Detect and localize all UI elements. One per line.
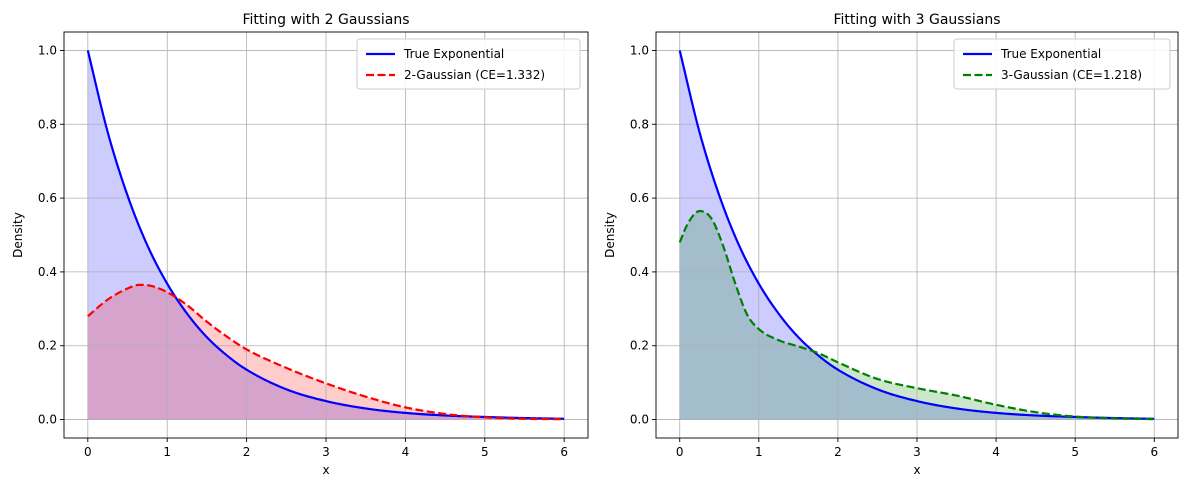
right-xtick-label-4: 4 bbox=[992, 445, 1000, 459]
right-xtick-label-0: 0 bbox=[676, 445, 684, 459]
left-fill-series-0 bbox=[87, 50, 565, 420]
right-ytick-label-5: 1.0 bbox=[630, 43, 649, 57]
right-line-series-1 bbox=[678, 209, 1155, 421]
left-ytick-label-1: 0.2 bbox=[38, 339, 57, 353]
right-legend: True Exponential 3-Gaussian (CE=1.218) bbox=[953, 38, 1171, 90]
right-xtick-label-3: 3 bbox=[913, 445, 921, 459]
left-y-axis-label: Density bbox=[11, 212, 25, 258]
left-xtick-label-0: 0 bbox=[84, 445, 92, 459]
right-ytick-label-1: 0.2 bbox=[630, 339, 649, 353]
left-fill-series-1 bbox=[87, 284, 565, 420]
right-ytick-label-2: 0.4 bbox=[630, 265, 649, 279]
right-fill-series-0 bbox=[679, 50, 1155, 420]
right-ytick-label-3: 0.6 bbox=[630, 191, 649, 205]
left-ytick-label-4: 0.8 bbox=[38, 117, 57, 131]
right-xtick-label-2: 2 bbox=[834, 445, 842, 459]
right-legend-box bbox=[953, 38, 1171, 90]
left-x-axis-label: x bbox=[322, 463, 329, 477]
left-legend-box bbox=[356, 38, 581, 90]
right-xtick-label-6: 6 bbox=[1150, 445, 1158, 459]
left-xtick-label-3: 3 bbox=[322, 445, 330, 459]
left-legend-label-1: 2-Gaussian (CE=1.332) bbox=[404, 68, 545, 82]
left-ytick-label-2: 0.4 bbox=[38, 265, 57, 279]
left-plot-panel: 0 1 2 3 4 5 6 0.0 0.2 0.4 0.6 0.8 1.0 Fitting with 2 … bbox=[11, 12, 589, 477]
left-ytick-label-5: 1.0 bbox=[38, 43, 57, 57]
right-fill-series-1 bbox=[679, 211, 1155, 420]
right-xtick-label-5: 5 bbox=[1071, 445, 1079, 459]
right-legend-label-0: True Exponential bbox=[1000, 47, 1101, 61]
right-plot-panel: 0 1 2 3 4 5 6 0.0 0.2 0.4 0.6 0.8 1.0 Fitting with 3 … bbox=[603, 12, 1179, 477]
right-chart-title: Fitting with 3 Gaussians bbox=[833, 12, 1000, 28]
left-ytick-label-0: 0.0 bbox=[38, 413, 57, 427]
left-xtick-label-6: 6 bbox=[560, 445, 568, 459]
right-ytick-label-0: 0.0 bbox=[630, 413, 649, 427]
left-xtick-label-1: 1 bbox=[163, 445, 171, 459]
left-legend: True Exponential 2-Gaussian (CE=1.332) bbox=[356, 38, 581, 90]
right-ytick-label-4: 0.8 bbox=[630, 117, 649, 131]
left-line-series-1 bbox=[87, 283, 565, 421]
right-x-axis-label: x bbox=[913, 463, 920, 477]
left-ytick-label-3: 0.6 bbox=[38, 191, 57, 205]
left-xtick-label-4: 4 bbox=[402, 445, 410, 459]
right-xtick-label-1: 1 bbox=[755, 445, 763, 459]
left-xtick-label-5: 5 bbox=[481, 445, 489, 459]
right-line-series-0 bbox=[678, 50, 1155, 420]
right-legend-label-1: 3-Gaussian (CE=1.218) bbox=[1001, 68, 1142, 82]
right-y-axis-label: Density bbox=[603, 212, 617, 258]
left-chart-title: Fitting with 2 Gaussians bbox=[242, 12, 409, 28]
left-legend-label-0: True Exponential bbox=[403, 47, 504, 61]
left-xtick-label-2: 2 bbox=[243, 445, 251, 459]
